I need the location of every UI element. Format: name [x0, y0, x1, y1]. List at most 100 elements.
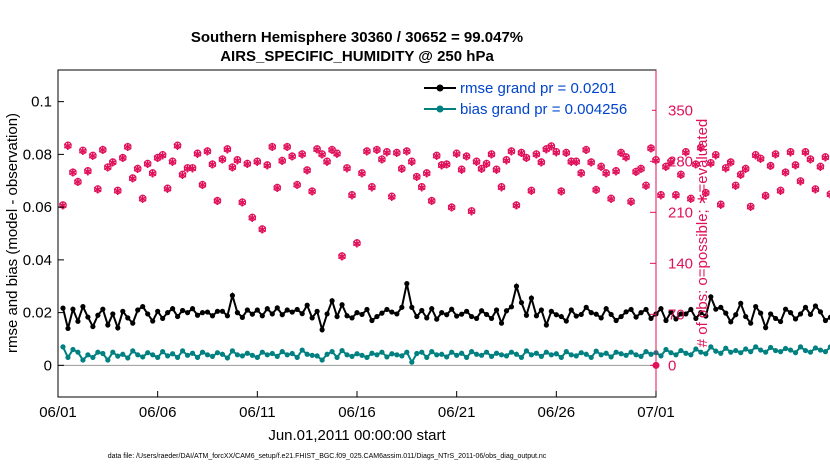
bias-point	[259, 349, 265, 355]
rmse-point	[459, 311, 465, 317]
bias-point	[773, 347, 779, 354]
bias-point	[683, 350, 689, 356]
obs-evaluated-marker: ∗	[820, 150, 830, 165]
obs-possible-marker	[427, 196, 436, 205]
bias-point	[284, 352, 290, 358]
bias-point	[349, 353, 355, 359]
rmse-point	[538, 307, 544, 313]
obs-possible-marker	[178, 170, 187, 179]
bias-point	[70, 346, 76, 353]
obs-evaluated-marker: ∗	[526, 184, 537, 199]
obs-evaluated-marker: ∗	[127, 172, 138, 187]
obs-possible-marker	[602, 169, 610, 177]
bias-point	[668, 350, 674, 356]
rmse-point	[80, 303, 86, 310]
bias-point	[812, 345, 819, 351]
rmse-point	[170, 306, 176, 312]
rmse-point	[414, 313, 420, 320]
obs-evaluated-marker: ∗	[441, 158, 452, 173]
rmse-point	[60, 305, 66, 311]
bias-point	[299, 347, 305, 353]
obs-possible-marker	[562, 148, 571, 157]
rmse-point	[274, 305, 280, 311]
obs-evaluated-marker: ∗	[187, 161, 198, 176]
bias-point	[90, 354, 96, 361]
rmse-point	[239, 314, 245, 320]
legend: rmse grand pr = 0.0201 bias grand pr = 0…	[418, 75, 652, 119]
rmse-point	[638, 310, 644, 316]
bias-point	[454, 352, 460, 358]
rmse-point	[110, 311, 116, 317]
obs-evaluated-marker: ∗	[720, 161, 731, 176]
bias-point	[85, 352, 91, 358]
rmse-point	[424, 315, 430, 321]
obs-evaluated-marker: ∗	[656, 188, 667, 203]
rmse-point	[65, 325, 71, 332]
obs-possible-marker	[816, 162, 825, 171]
x-tick-label: 06/26	[538, 404, 576, 421]
rmse-point	[150, 318, 156, 324]
obs-evaluated-marker: ∗	[317, 148, 328, 163]
obs-evaluated-marker: ∗	[501, 153, 512, 168]
rmse-point	[374, 313, 380, 320]
obs-evaluated-marker: ∗	[77, 144, 88, 159]
rmse-point	[194, 312, 201, 318]
rmse-point	[738, 300, 744, 306]
rmse-point	[613, 317, 619, 324]
obs-evaluated-marker: ∗	[247, 211, 258, 226]
rmse-point	[314, 308, 320, 314]
obs-possible-marker	[711, 150, 720, 159]
rmse-point	[782, 306, 789, 312]
obs-possible-marker	[278, 156, 287, 165]
rmse-point	[713, 306, 719, 312]
y-right-tick-label: 140	[668, 255, 693, 272]
obs-possible-marker	[751, 150, 760, 159]
obs-possible-marker	[253, 157, 262, 166]
rmse-point	[179, 307, 186, 314]
obs-evaluated-marker: ∗	[750, 148, 761, 163]
obs-possible-marker	[313, 145, 321, 153]
bias-point	[379, 349, 385, 355]
bias-point	[219, 351, 226, 357]
obs-possible-marker	[537, 158, 546, 166]
obs-evaluated-marker: ∗	[177, 168, 188, 183]
obs-evaluated-marker: ∗	[521, 151, 532, 166]
bias-point	[249, 352, 255, 358]
obs-possible-marker	[781, 168, 790, 177]
obs-evaluated-marker: ∗	[636, 162, 647, 177]
obs-possible-marker	[662, 162, 670, 171]
legend-rmse-label: rmse grand pr = 0.0201	[460, 80, 616, 97]
obs-possible-marker	[99, 145, 107, 154]
rmse-point	[135, 307, 141, 313]
data-file-footer: data file: /Users/raeder/DAI/ATM_forcXX/…	[108, 453, 547, 460]
bias-point	[618, 351, 624, 357]
obs-evaluated-marker: ∗	[406, 155, 417, 170]
obs-evaluated-marker: ∗	[401, 145, 412, 160]
bias-point	[688, 352, 694, 358]
obs-possible-marker	[592, 185, 601, 194]
obs-possible-marker	[707, 158, 715, 167]
rmse-point	[718, 304, 724, 310]
obs-possible-marker	[318, 150, 326, 158]
obs-evaluated-marker: ∗	[302, 164, 313, 179]
obs-evaluated-marker: ∗	[267, 140, 278, 155]
obs-possible-marker	[687, 194, 695, 203]
obs-possible-marker	[607, 194, 615, 203]
obs-evaluated-marker: ∗	[237, 196, 248, 211]
rmse-point	[130, 320, 136, 326]
obs-evaluated-marker: ∗	[391, 146, 402, 161]
bias-point	[429, 349, 435, 355]
obs-possible-marker	[791, 161, 800, 169]
obs-possible-marker	[672, 191, 680, 199]
rmse-point	[449, 306, 455, 312]
bias-point	[553, 351, 559, 357]
bias-point	[95, 349, 101, 355]
rmse-point	[219, 308, 226, 314]
x-tick-label: 06/06	[139, 404, 177, 421]
obs-evaluated-marker: ∗	[92, 183, 103, 198]
rmse-point	[189, 306, 196, 312]
obs-evaluated-marker: ∗	[616, 146, 627, 161]
bias-point	[663, 346, 669, 353]
y-right-tick-label: 0	[668, 357, 676, 374]
obs-possible-marker	[447, 203, 456, 212]
